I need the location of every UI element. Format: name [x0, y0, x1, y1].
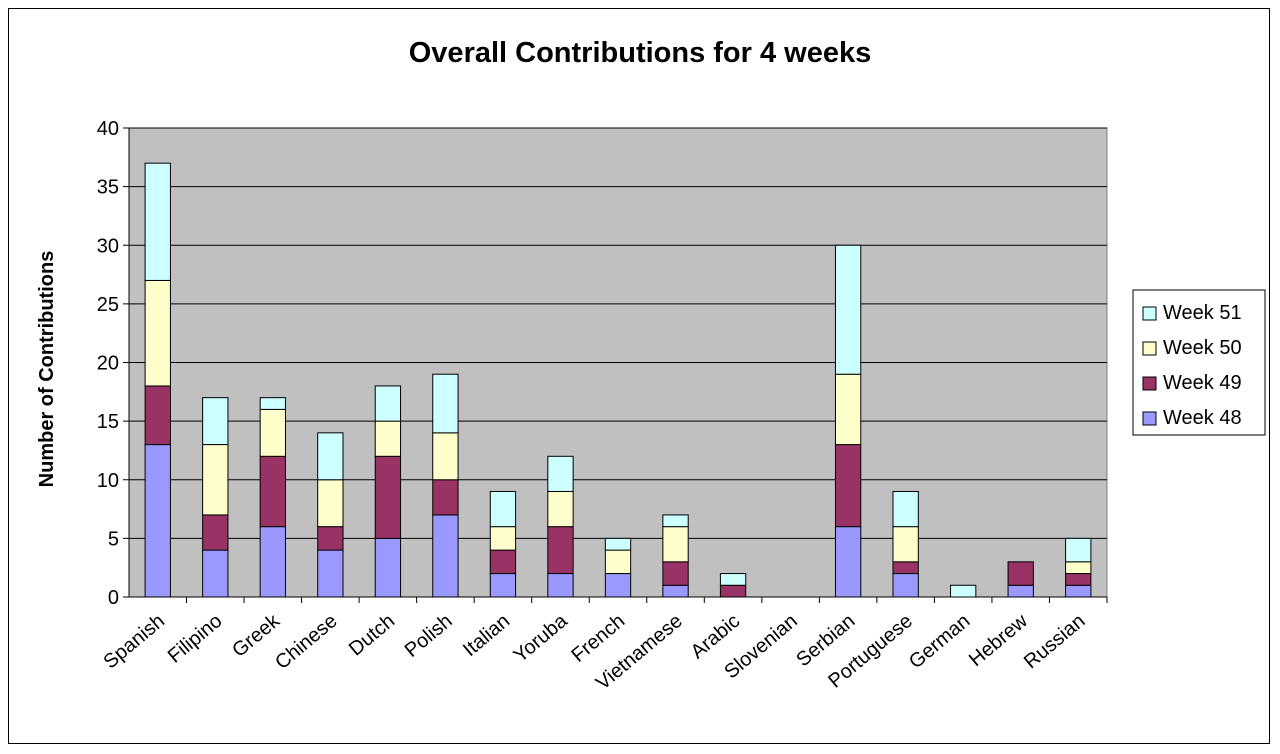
bar-segment: [834, 526, 862, 598]
bar-segment: [259, 455, 286, 528]
bar-segment: [892, 526, 919, 563]
bar-segment: [489, 573, 517, 598]
bar-segment: [1065, 537, 1092, 563]
x-tick-label: Russian: [1020, 610, 1090, 673]
bar-segment: [374, 385, 402, 422]
bar-segment: [489, 549, 517, 575]
x-tick-label: Polish: [401, 610, 457, 662]
bar-segment: [259, 408, 286, 457]
x-tick-label: Hebrew: [965, 610, 1032, 672]
bar-segment: [144, 385, 171, 446]
bar-segment: [432, 373, 459, 434]
bar-segment: [834, 244, 862, 375]
bar-segment: [144, 279, 171, 387]
bar-segment: [317, 432, 344, 481]
y-tick-label: 30: [97, 235, 119, 257]
y-tick-label: 10: [97, 470, 119, 492]
bar-segment: [489, 490, 517, 528]
bar-segment: [202, 397, 229, 446]
bar-segment: [202, 514, 229, 551]
bar-segment: [374, 420, 402, 457]
bar-segment: [1065, 573, 1092, 586]
bar-segment: [317, 479, 344, 528]
bar-segment: [489, 526, 517, 551]
bar-segment: [719, 573, 747, 586]
legend-entry: Week 48: [1163, 407, 1242, 429]
bar-segment: [374, 537, 402, 598]
bar-segment: [950, 584, 977, 598]
bar-segment: [547, 490, 574, 528]
bar-segment: [547, 573, 574, 598]
bar-segment: [1007, 561, 1034, 586]
x-tick-label: Filipino: [164, 610, 227, 668]
y-axis-label: Number of Contributions: [36, 251, 58, 488]
bar-segment: [604, 537, 632, 551]
x-tick-label: Yoruba: [510, 609, 573, 667]
bar-segment: [259, 397, 286, 410]
bar-segment: [604, 549, 632, 575]
bar-segment: [317, 549, 344, 598]
y-tick-label: 15: [97, 411, 119, 433]
y-tick-label: 5: [108, 528, 119, 550]
bar-segment: [834, 373, 862, 446]
bar-segment: [662, 526, 689, 563]
legend-entry: Week 50: [1163, 337, 1242, 359]
legend-entry: Week 49: [1163, 372, 1242, 394]
bar-segment: [892, 561, 919, 575]
y-tick-label: 0: [108, 587, 119, 609]
bar-segment: [432, 432, 459, 481]
x-tick-label: Italian: [459, 610, 514, 661]
bar-segment: [259, 526, 286, 598]
x-tick-label: Spanish: [99, 610, 169, 673]
legend-swatch: [1142, 411, 1157, 426]
legend-swatch: [1142, 376, 1157, 391]
bar-segment: [374, 455, 402, 539]
legend-entry: Week 51: [1163, 302, 1242, 324]
bar-segment: [892, 490, 919, 528]
bar-segment: [719, 584, 747, 598]
y-tick-label: 35: [97, 177, 119, 199]
bar-segment: [1007, 584, 1034, 598]
legend-swatch: [1142, 306, 1157, 321]
bar-segment: [547, 455, 574, 492]
y-tick-label: 40: [97, 118, 119, 140]
bar-segment: [202, 444, 229, 516]
bar-segment: [604, 573, 632, 598]
bar-segment: [1065, 561, 1092, 575]
stacked-bar-chart: Overall Contributions for 4 weeks Number…: [36, 37, 1266, 694]
bar-segment: [202, 549, 229, 598]
x-tick-label: Dutch: [345, 610, 399, 660]
bar-segment: [144, 162, 171, 281]
chart-title: Overall Contributions for 4 weeks: [409, 37, 872, 69]
bar-segment: [892, 573, 919, 598]
legend: Week 51 Week 50 Week 49 Week 48: [1132, 289, 1266, 436]
bar-segment: [662, 514, 689, 528]
bar-segment: [144, 444, 171, 598]
bar-segment: [662, 584, 689, 598]
y-tick-label: 25: [97, 294, 119, 316]
bar-segment: [662, 561, 689, 586]
x-tick-label: Chinese: [271, 610, 341, 674]
bar-segment: [432, 479, 459, 516]
legend-swatch: [1142, 341, 1157, 356]
bar-segment: [834, 444, 862, 528]
x-tick-label: German: [905, 610, 974, 673]
bar-segment: [1065, 584, 1092, 598]
bar-segment: [432, 514, 459, 598]
bar-segment: [547, 526, 574, 575]
y-tick-label: 20: [97, 353, 119, 375]
chart-frame: Overall Contributions for 4 weeks Number…: [8, 8, 1270, 744]
bar-segment: [317, 526, 344, 551]
